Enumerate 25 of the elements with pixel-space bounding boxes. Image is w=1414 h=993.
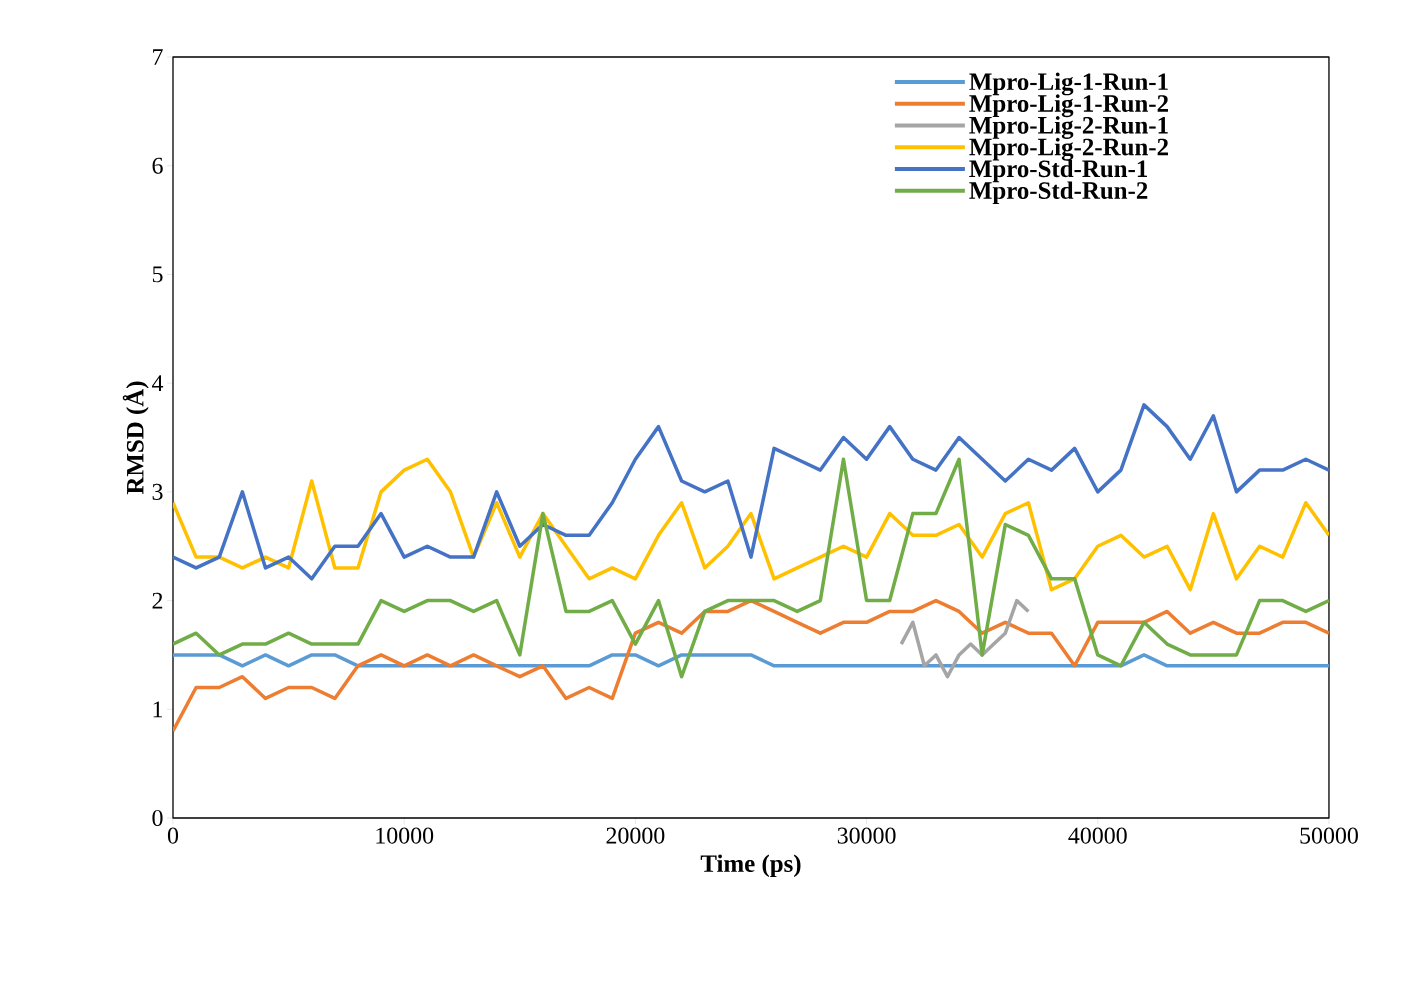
legend-label: Mpro-Lig-1-Run-2	[969, 94, 1168, 118]
x-tick-label: 30000	[837, 827, 896, 844]
line-series	[173, 457, 1329, 592]
line-series	[173, 403, 1329, 581]
x-tick-label: 20000	[606, 827, 665, 844]
x-axis-title: Time (ps)	[700, 854, 801, 878]
legend-label: Mpro-Std-Run-2	[969, 181, 1148, 204]
x-tick-label: 0	[167, 827, 179, 844]
legend-label: Mpro-Lig-2-Run-2	[969, 137, 1168, 161]
y-tick-label: 7	[153, 49, 163, 65]
y-tick-label: 6	[152, 157, 163, 174]
x-tick-label: 40000	[1068, 827, 1127, 844]
legend-label: Mpro-Lig-2-Run-1	[969, 116, 1168, 139]
y-tick-label: 4	[152, 375, 164, 392]
y-tick-label: 0	[152, 809, 163, 827]
y-tick-label: 1	[153, 701, 163, 718]
y-tick-label: 3	[152, 483, 163, 500]
x-tick-label: 10000	[376, 827, 434, 844]
y-axis-title: RMSD (Å)	[122, 381, 149, 495]
y-tick-label: 5	[152, 266, 163, 283]
x-tick-label: 50000	[1300, 827, 1358, 844]
y-tick-label: 2	[152, 592, 163, 609]
legend-label: Mpro-Lig-1-Run-1	[969, 72, 1168, 96]
line-series	[899, 598, 1031, 679]
legend-label: Mpro-Std-Run-1	[969, 159, 1147, 183]
